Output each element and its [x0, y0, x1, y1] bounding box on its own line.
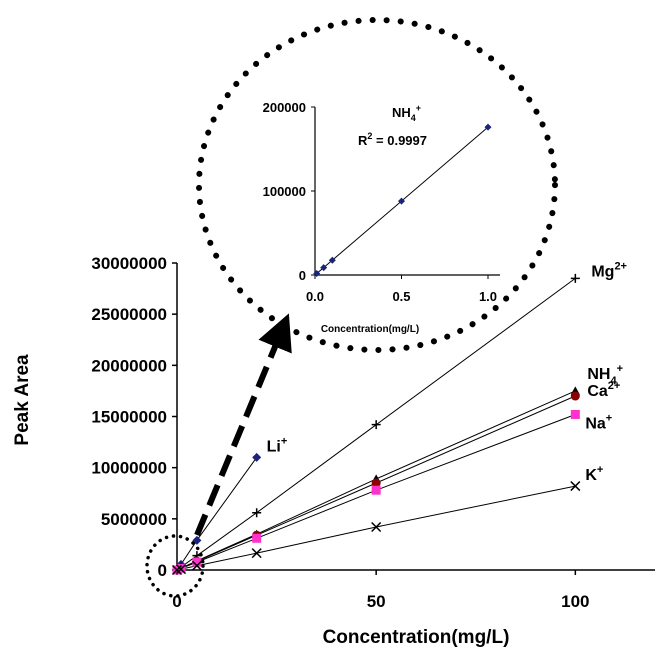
series-marker-ca2	[570, 391, 580, 401]
inset-series-label-sup: +	[416, 103, 421, 113]
main-chart: 0 5000000 10000000 15000000 20000000 25000000…	[12, 254, 655, 648]
zoom-callout	[145, 17, 558, 598]
series-label-ca2: Ca2+	[587, 380, 620, 400]
series-label-nh4-base: NH	[587, 366, 610, 383]
series-label-nh4-sub: 4	[610, 375, 617, 387]
series-label-k-sup: +	[597, 464, 603, 476]
inset-series-label-sub: 4	[411, 113, 416, 123]
inset-y-tick-label: 100000	[263, 184, 306, 199]
series-label-nh4-sup: +	[617, 363, 623, 375]
inset-r2-sup: 2	[367, 131, 372, 141]
inset-y-tick-label: 200000	[263, 100, 306, 115]
series-marker-k	[570, 481, 581, 492]
series-marker-ca2	[371, 478, 381, 488]
main-y-tick-label: 15000000	[91, 408, 167, 427]
inset-series-label: NH4+	[392, 103, 421, 123]
inset-series-marker-nh4	[320, 264, 328, 272]
series-marker-k	[371, 521, 382, 533]
series-label-na-base: Na	[585, 415, 606, 432]
inset-x-tick-label: 0.0	[306, 289, 324, 304]
series-label-li: Li+	[267, 435, 288, 455]
series-label-mg2-base: Mg	[591, 263, 614, 280]
main-x-axis-label: Concentration(mg/L)	[323, 627, 510, 648]
main-series-labels: Li+Mg2+NH4+Ca2+Na+K+	[267, 260, 627, 484]
series-marker-na	[192, 557, 202, 567]
main-y-axis-label: Peak Area	[12, 354, 33, 446]
main-y-tick-label: 20000000	[91, 356, 167, 375]
main-y-tick-label: 25000000	[91, 305, 167, 324]
inset-r2-annotation: R2 = 0.9997	[358, 131, 427, 148]
inset-r2-label: R	[358, 133, 368, 148]
zoom-inset-circle	[196, 17, 558, 353]
series-marker-mg2	[371, 420, 381, 430]
inset-y-tick-label: 0	[299, 268, 306, 283]
series-label-k-base: K	[585, 467, 597, 484]
inset-x-ticks: 0.0 0.5 1.0	[306, 275, 497, 304]
inset-series-marker-nh4	[313, 269, 321, 277]
series-marker-li	[252, 452, 262, 462]
series-marker-mg2	[252, 508, 262, 518]
main-x-tick-label: 0	[172, 592, 181, 611]
main-x-tick-label: 50	[367, 592, 386, 611]
main-y-tick-label: 10000000	[91, 459, 167, 478]
series-label-nh4: NH4+	[587, 363, 623, 387]
inset-series-marker-nh4	[398, 197, 405, 205]
inset-series-label-base: NH	[392, 105, 411, 120]
series-label-mg2-sup: 2+	[614, 260, 627, 272]
inset-series-marker-nh4	[484, 123, 492, 131]
main-y-tick-label: 5000000	[101, 510, 167, 529]
main-y-ticks: 0 5000000 10000000 15000000 20000000 25000000…	[91, 254, 177, 580]
series-label-li-base: Li	[267, 438, 281, 455]
series-marker-k	[251, 548, 262, 559]
main-y-tick-label: 0	[158, 561, 167, 580]
series-label-k: K+	[585, 464, 603, 484]
series-label-mg2: Mg2+	[591, 260, 627, 280]
series-label-ca2-sup: 2+	[608, 380, 621, 392]
series-label-na-sup: +	[606, 412, 612, 424]
series-marker-na	[252, 533, 262, 543]
inset-x-tick-label: 1.0	[479, 289, 497, 304]
main-x-tick-label: 100	[561, 592, 589, 611]
inset-x-axis-label: Concentration(mg/L)	[321, 324, 419, 335]
inset-series-marker-nh4	[328, 256, 336, 264]
series-label-na: Na+	[585, 412, 612, 432]
main-y-tick-label: 30000000	[91, 254, 167, 273]
series-marker-mg2	[570, 273, 580, 283]
main-x-ticks: 0 50 100	[172, 570, 590, 611]
series-marker-na	[570, 409, 580, 419]
inset-y-ticks: 0 100000 200000	[263, 100, 315, 283]
series-marker-na	[371, 485, 381, 495]
inset-series-markers	[313, 123, 492, 277]
series-marker-k	[191, 560, 202, 571]
inset-x-tick-label: 0.5	[392, 289, 410, 304]
inset-chart: 0 100000 200000 0.0 0.5 1.0 Concentration(mg…	[263, 100, 500, 335]
series-marker-k	[171, 564, 183, 576]
series-label-ca2-base: Ca	[587, 383, 608, 400]
zoom-origin-circle	[145, 534, 205, 598]
inset-r2-value: = 0.9997	[372, 133, 427, 148]
series-label-li-sup: +	[281, 435, 287, 447]
series-marker-k	[175, 564, 187, 575]
zoom-arrow	[194, 313, 292, 537]
